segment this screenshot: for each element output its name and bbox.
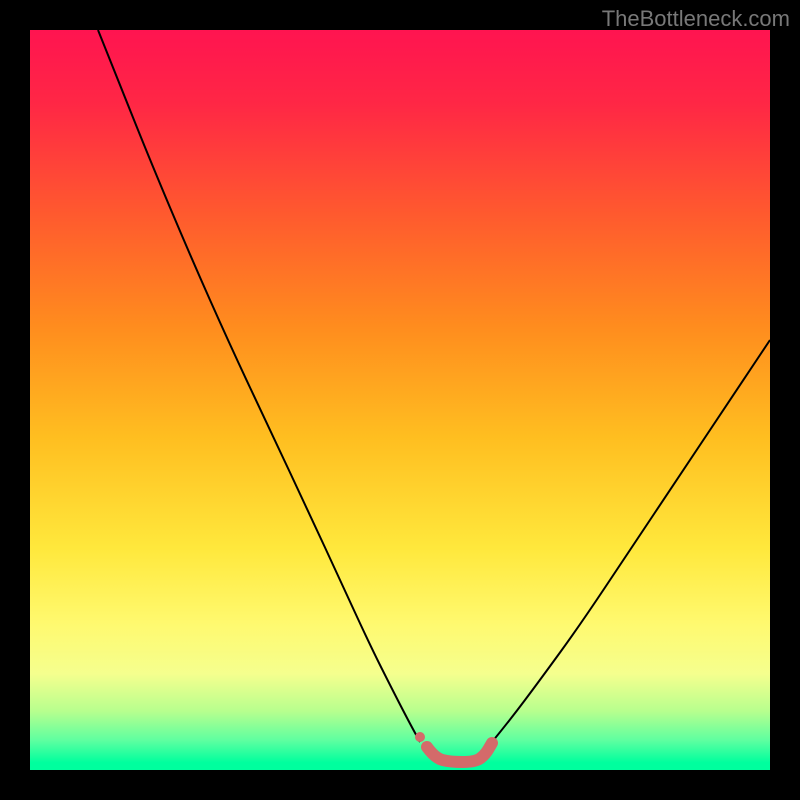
watermark-text: TheBottleneck.com <box>602 6 790 32</box>
chart-svg <box>30 30 770 770</box>
gradient-background <box>30 30 770 770</box>
plot-area <box>30 30 770 770</box>
optimal-point-marker <box>415 732 425 742</box>
chart-container: TheBottleneck.com <box>0 0 800 800</box>
